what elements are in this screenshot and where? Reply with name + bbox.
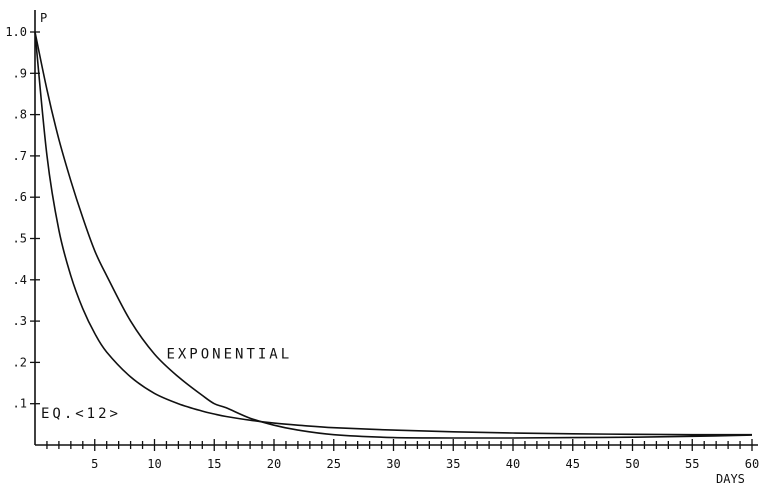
axes: P DAYS (34, 10, 758, 486)
y-tick-label: .1 (13, 397, 27, 411)
x-axis-label: DAYS (716, 472, 745, 486)
y-tick-label: .4 (13, 273, 27, 287)
x-tick-label: 20 (267, 457, 281, 471)
x-tick-label: 10 (147, 457, 161, 471)
x-tick-label: 45 (566, 457, 580, 471)
x-tick-label: 40 (506, 457, 520, 471)
x-tick-label: 15 (207, 457, 221, 471)
x-tick-label: 50 (625, 457, 639, 471)
series-eq12-line (34, 31, 752, 436)
y-tick-label: .8 (13, 108, 27, 122)
y-axis-label: P (40, 11, 47, 25)
annotation-exponential: EXPONENTIAL (166, 346, 292, 362)
x-tick-label: 55 (685, 457, 699, 471)
x-tick-label: 5 (91, 457, 98, 471)
y-tick-label: .2 (13, 355, 27, 369)
y-tick-label: .9 (13, 66, 27, 80)
annotation-eq12: EQ.<12> (41, 406, 121, 422)
y-tick-label: .6 (13, 190, 27, 204)
annotations: EXPONENTIAL EQ.<12> (41, 346, 292, 422)
x-tick-label: 35 (446, 457, 460, 471)
y-tick-label: .5 (13, 232, 27, 246)
series-exponential-line (34, 31, 753, 439)
curves (34, 31, 753, 439)
ticks: 5 10 15 20 25 30 35 40 45 50 55 60 .1 .2 .3 .4 .5 .6 .7 .8.… (5, 25, 759, 471)
y-tick-label: 1.0 (5, 25, 27, 39)
x-tick-label: 30 (386, 457, 400, 471)
y-tick-label: .7 (13, 149, 27, 163)
x-tick-label: 60 (745, 457, 759, 471)
x-tick-label: 25 (327, 457, 341, 471)
y-tick-label: .3 (13, 314, 27, 328)
